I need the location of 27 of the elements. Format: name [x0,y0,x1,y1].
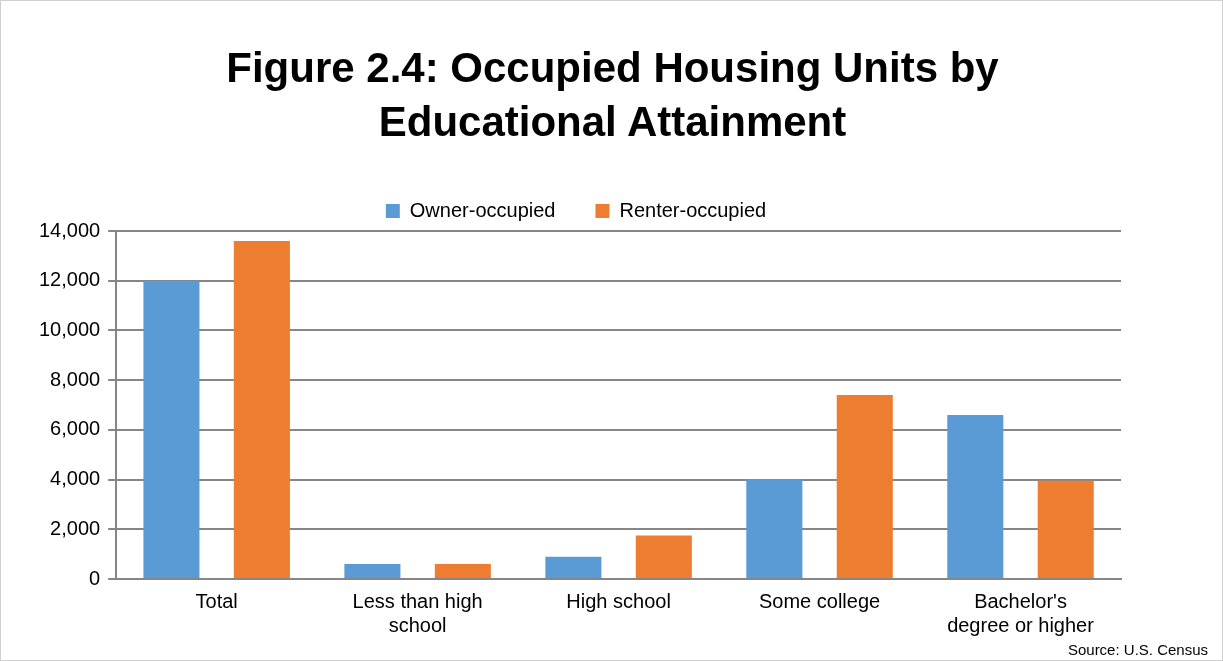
bar [947,414,1004,578]
bar [635,535,692,578]
x-tick-label: High school [566,589,671,612]
y-tick-label: 2,000 [50,516,101,539]
x-tick-label: Total [195,589,238,612]
y-tick-label: 8,000 [50,367,101,390]
legend-label: Renter-occupied [619,198,767,221]
y-tick-label: 12,000 [39,268,101,291]
bar [746,479,803,578]
chart-title: Figure 2.4: Occupied Housing Units by Educational Attainment [225,43,1000,147]
bar [1037,480,1094,578]
source-note: Source: U.S. Census [1067,641,1208,658]
x-tick-label: Bachelor's degree or higher [947,589,1095,636]
y-tick-label: 0 [89,566,101,589]
bar [545,556,602,578]
bar [434,564,491,578]
y-tick-label: 4,000 [50,467,101,490]
bar [344,564,401,578]
bar [233,240,290,578]
y-tick-label: 14,000 [39,218,101,241]
x-tick-label: Less than high school [352,589,483,636]
bar [143,280,200,578]
x-tick-label: Some college [758,589,881,612]
bar [836,395,893,578]
y-tick-label: 6,000 [50,417,101,440]
legend-label: Owner-occupied [409,198,556,221]
y-tick-label: 10,000 [39,317,101,340]
